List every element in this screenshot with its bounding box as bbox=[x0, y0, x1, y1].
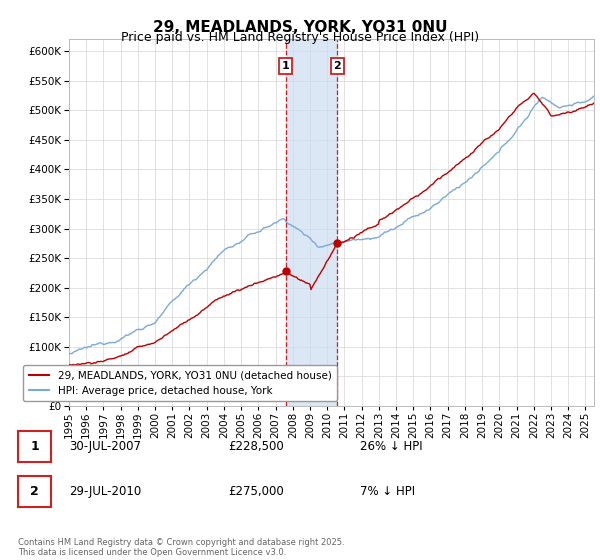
Text: £228,500: £228,500 bbox=[228, 440, 284, 453]
Text: 1: 1 bbox=[30, 440, 39, 453]
Bar bbox=[286, 39, 337, 406]
Text: 26% ↓ HPI: 26% ↓ HPI bbox=[360, 440, 422, 453]
Text: 29-JUL-2010: 29-JUL-2010 bbox=[69, 485, 141, 498]
Text: Price paid vs. HM Land Registry's House Price Index (HPI): Price paid vs. HM Land Registry's House … bbox=[121, 31, 479, 44]
Text: 7% ↓ HPI: 7% ↓ HPI bbox=[360, 485, 415, 498]
Text: 1: 1 bbox=[281, 61, 289, 71]
Text: 30-JUL-2007: 30-JUL-2007 bbox=[69, 440, 141, 453]
Text: 2: 2 bbox=[30, 485, 39, 498]
Legend: 29, MEADLANDS, YORK, YO31 0NU (detached house), HPI: Average price, detached hou: 29, MEADLANDS, YORK, YO31 0NU (detached … bbox=[23, 365, 337, 401]
Text: Contains HM Land Registry data © Crown copyright and database right 2025.
This d: Contains HM Land Registry data © Crown c… bbox=[18, 538, 344, 557]
Text: £275,000: £275,000 bbox=[228, 485, 284, 498]
Text: 2: 2 bbox=[334, 61, 341, 71]
Text: 29, MEADLANDS, YORK, YO31 0NU: 29, MEADLANDS, YORK, YO31 0NU bbox=[153, 20, 447, 35]
